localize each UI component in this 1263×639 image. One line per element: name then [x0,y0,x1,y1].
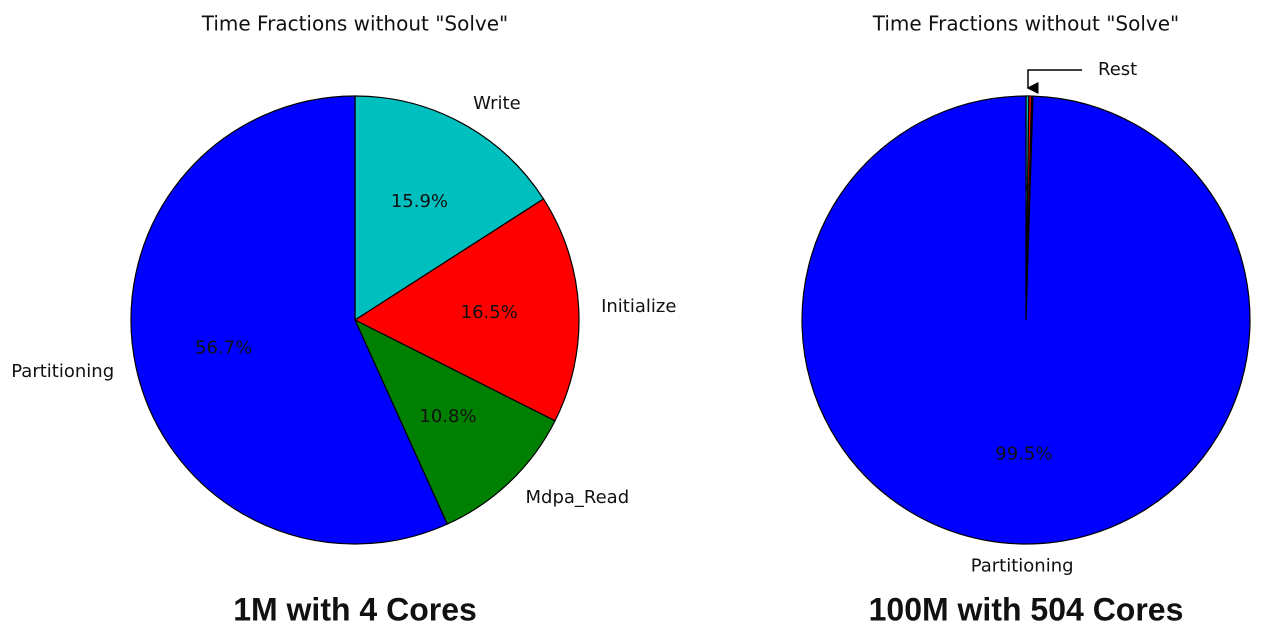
chart-caption: 1M with 4 Cores [233,591,477,627]
pie-slice [353,318,556,525]
chart-caption: 100M with 504 Cores [869,591,1184,627]
annotation: Rest [1098,59,1137,80]
percent-label: 99.5% [995,443,1052,464]
percent-label: 10.8% [419,406,476,427]
slice-label: Write [473,93,521,114]
pie-slice [354,95,545,322]
pie-slice [801,95,1251,545]
pie-slice [130,95,449,545]
annotation-arrow [1026,69,1082,94]
slice-label: Partitioning [971,555,1074,576]
chart-title: Time Fractions without "Solve" [201,12,508,36]
percent-label: 15.9% [391,191,448,212]
percent-label: 16.5% [461,302,518,323]
pie-slice [353,198,580,422]
slice-label: Partitioning [11,361,114,382]
slice-label: Initialize [601,296,676,317]
slice-label: Mdpa_Read [525,487,629,508]
chart-title: Time Fractions without "Solve" [872,12,1179,36]
percent-label: 56.7% [195,337,252,358]
